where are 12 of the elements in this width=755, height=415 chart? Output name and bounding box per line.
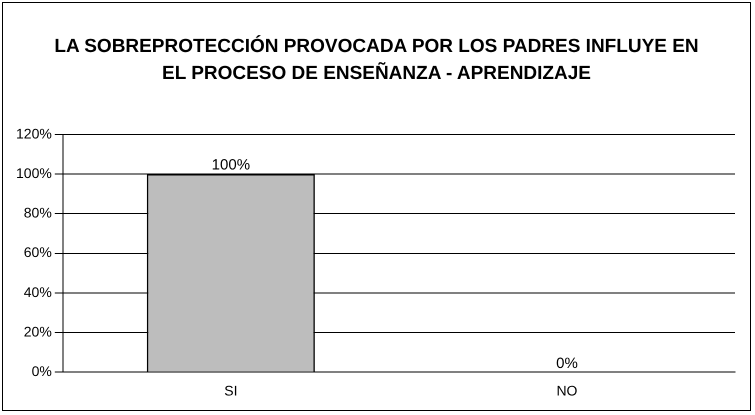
y-tick-label: 100% [16, 164, 52, 181]
x-tick-label: SI [224, 382, 238, 398]
data-label: 0% [556, 354, 578, 372]
data-label: 100% [212, 156, 250, 174]
x-tick-label: NO [556, 382, 578, 398]
y-tick-label: 0% [32, 363, 52, 380]
y-tick-label: 60% [24, 244, 52, 260]
y-tick-label: 120% [16, 125, 52, 142]
y-tick-label: 80% [24, 204, 52, 221]
y-tick-label: 20% [24, 323, 52, 340]
y-tick-label: 40% [24, 284, 52, 300]
chart-title: LA SOBREPROTECCIÓN PROVOCADA POR LOS PADRES INFLUYE EN EL PROCESO DE ENSEÑANZA - APRENDIZAJE [53, 34, 700, 86]
